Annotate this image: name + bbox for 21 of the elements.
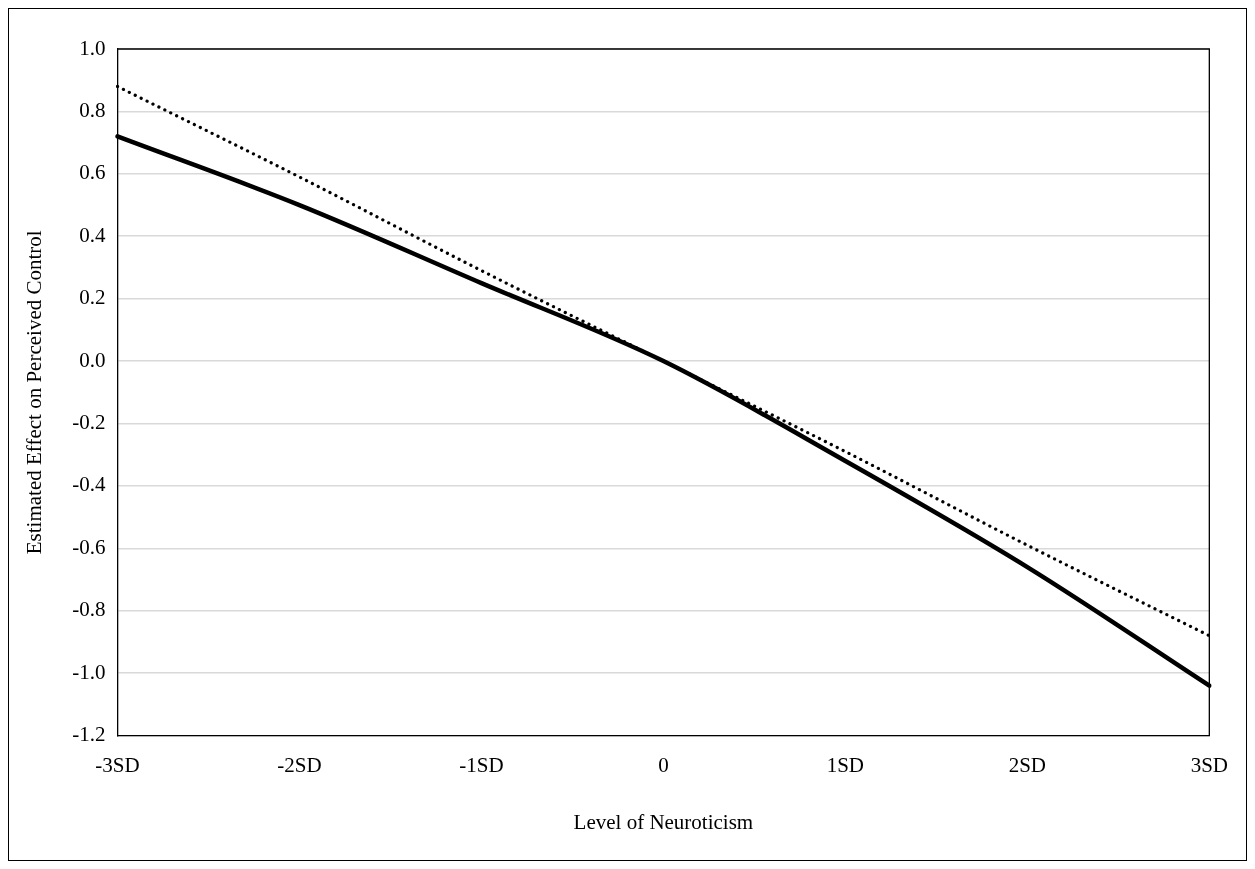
y-tick-label: -1.0 [72,659,106,684]
y-axis-title: Estimated Effect on Perceived Control [22,230,47,555]
x-tick-label: 3SD [1190,752,1229,777]
y-tick-label: 0.6 [79,160,106,185]
y-tick-label: 1.0 [79,35,106,60]
x-tick-label: -3SD [95,752,140,777]
x-tick-label: -1SD [459,752,504,777]
y-tick-label: 0.4 [79,222,106,247]
y-tick-label: -0.4 [72,472,106,497]
x-tick-label: 1SD [826,752,865,777]
y-tick-label: -0.2 [72,410,106,435]
y-tick-label: 0.0 [79,347,106,372]
y-tick-label: -1.2 [72,722,106,747]
y-tick-label: 0.8 [79,97,106,122]
y-tick-label: -0.8 [72,597,106,622]
x-tick-label: 2SD [1008,752,1047,777]
x-axis-title: Level of Neuroticism [573,809,754,834]
x-tick-label: -2SD [277,752,322,777]
y-tick-label: 0.2 [79,285,106,310]
y-tick-label: -0.6 [72,534,106,559]
x-tick-label: 0 [658,752,669,777]
